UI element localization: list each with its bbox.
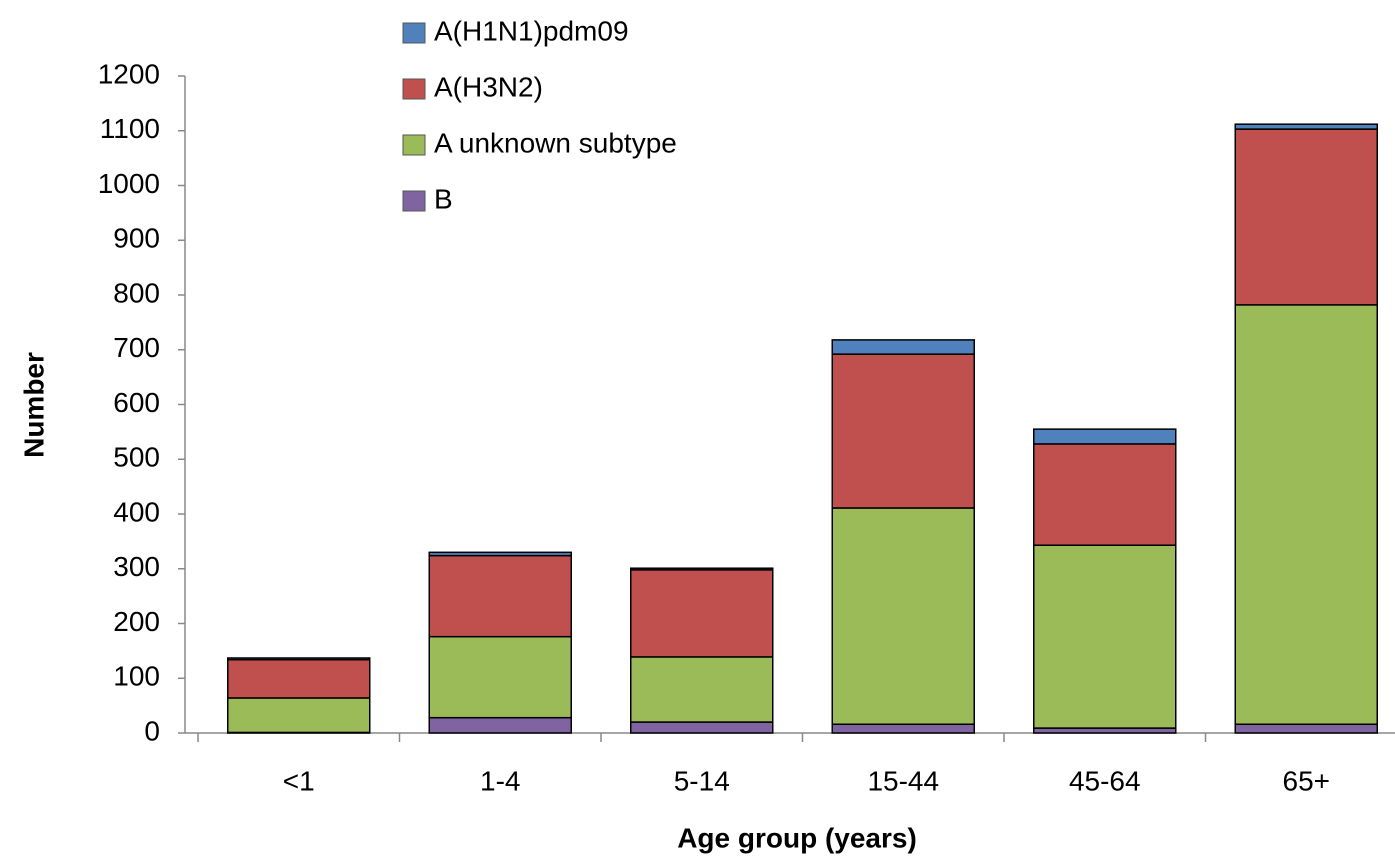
y-tick-label: 0 — [144, 715, 160, 746]
bar-segment — [630, 656, 774, 723]
y-tick-label: 1100 — [100, 113, 160, 144]
bar-segment — [428, 716, 572, 734]
bar-segment — [630, 721, 774, 734]
y-tick-label: 700 — [113, 332, 160, 363]
bar-segment — [831, 507, 975, 725]
legend-label: A(H3N2) — [434, 71, 543, 102]
y-tick-label: 1000 — [98, 168, 160, 199]
y-tick-label: 1200 — [98, 58, 160, 89]
bar-segment — [1234, 128, 1378, 306]
bar-segment — [227, 697, 371, 734]
legend-swatch — [402, 134, 426, 156]
legend-swatch — [402, 78, 426, 100]
x-tick-label: 15-44 — [867, 765, 939, 796]
bar-segment — [227, 658, 371, 699]
y-tick-label: 500 — [113, 442, 160, 473]
bar-segment — [1234, 123, 1378, 130]
bar-segment — [227, 657, 371, 661]
y-tick-label: 100 — [113, 661, 160, 692]
bar-segment — [831, 723, 975, 734]
x-tick-label: 1-4 — [480, 765, 520, 796]
legend-label: A(H1N1)pdm09 — [434, 15, 629, 46]
bar-segment — [1033, 544, 1177, 729]
x-axis-title: Age group (years) — [677, 822, 917, 853]
x-tick-label: 65+ — [1283, 765, 1331, 796]
y-tick-label: 900 — [113, 223, 160, 254]
bar-segment — [1234, 723, 1378, 734]
y-tick-label: 400 — [113, 496, 160, 527]
bar-segment — [831, 353, 975, 509]
bar-segment — [1033, 443, 1177, 546]
legend-swatch — [402, 22, 426, 44]
x-tick-label: <1 — [283, 765, 315, 796]
x-tick-label: 45-64 — [1069, 765, 1141, 796]
bar-segment — [630, 567, 774, 571]
x-tick-label: 5-14 — [674, 765, 730, 796]
bar-segment — [831, 339, 975, 355]
y-tick-label: 300 — [113, 551, 160, 582]
legend-swatch — [402, 190, 426, 212]
bar-segment — [428, 554, 572, 638]
legend-label: B — [434, 183, 453, 214]
y-tick-label: 200 — [113, 606, 160, 637]
y-axis-title: Number — [18, 352, 49, 458]
y-tick-label: 600 — [113, 387, 160, 418]
legend-label: A unknown subtype — [434, 127, 677, 158]
bar-segment — [1234, 304, 1378, 725]
bar-segment — [428, 635, 572, 719]
bar-segment — [630, 569, 774, 658]
y-tick-label: 800 — [113, 277, 160, 308]
bar-segment — [1033, 428, 1177, 445]
bar-segment — [428, 551, 572, 557]
